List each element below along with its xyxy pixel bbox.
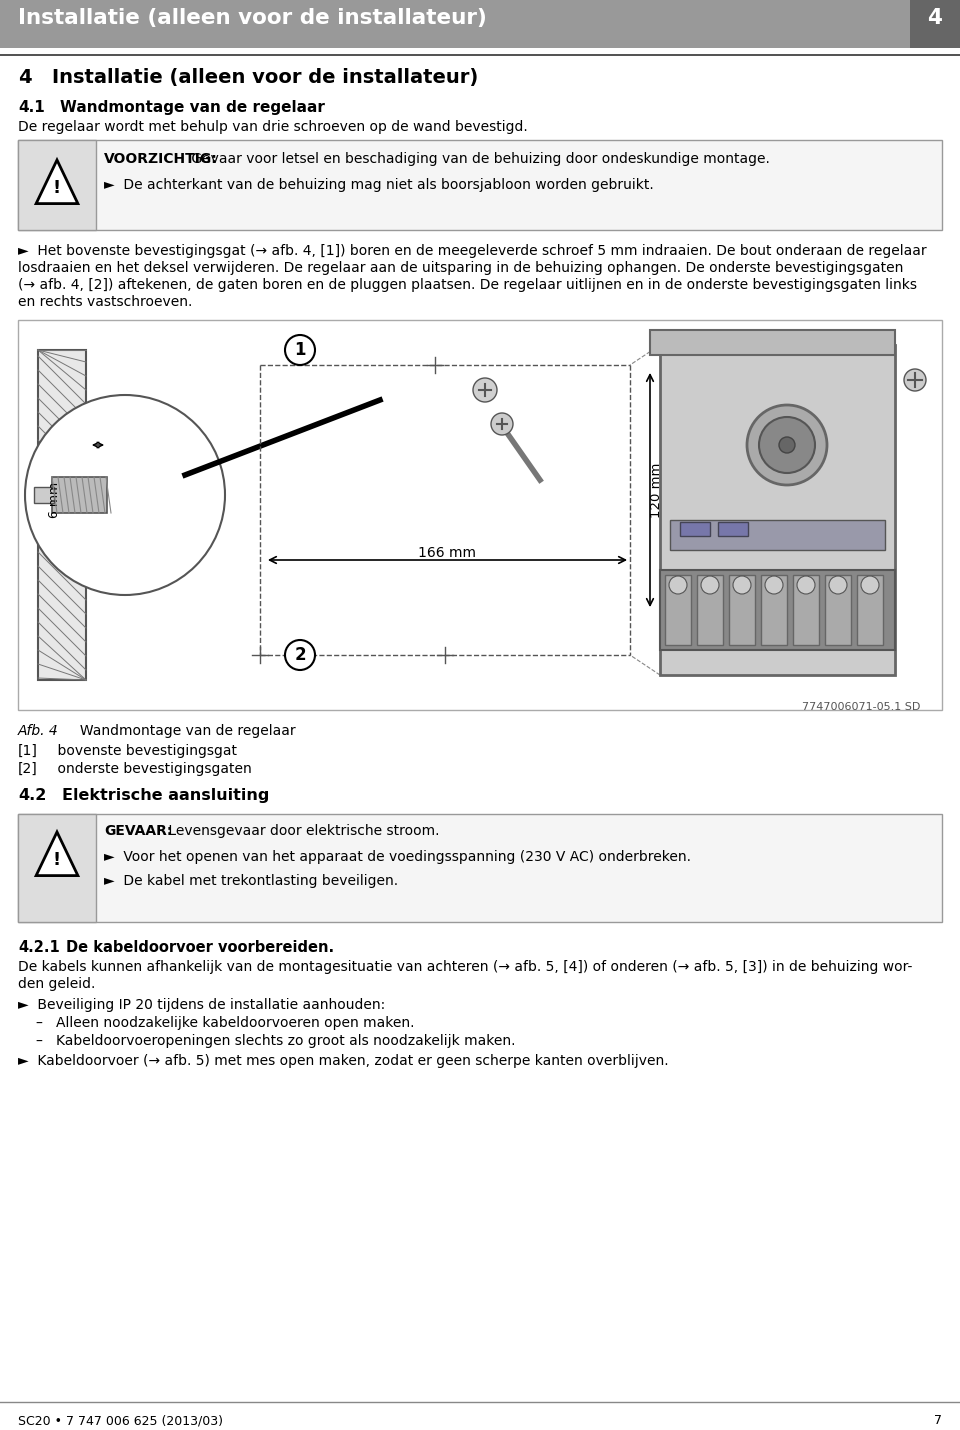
FancyBboxPatch shape <box>660 345 895 675</box>
Text: losdraaien en het deksel verwijderen. De regelaar aan de uitsparing in de behuiz: losdraaien en het deksel verwijderen. De… <box>18 262 903 275</box>
Circle shape <box>759 418 815 473</box>
Text: Wandmontage van de regelaar: Wandmontage van de regelaar <box>58 724 296 738</box>
FancyBboxPatch shape <box>18 320 942 711</box>
FancyBboxPatch shape <box>680 522 710 536</box>
Text: De kabeldoorvoer voorbereiden.: De kabeldoorvoer voorbereiden. <box>66 940 334 955</box>
FancyBboxPatch shape <box>52 478 107 513</box>
Text: 4.1: 4.1 <box>18 100 45 114</box>
Text: –   Kabeldoorvoeropeningen slechts zo groot als noodzakelijk maken.: – Kabeldoorvoeropeningen slechts zo groo… <box>36 1034 516 1048</box>
Text: (→ afb. 4, [2]) aftekenen, de gaten boren en de pluggen plaatsen. De regelaar ui: (→ afb. 4, [2]) aftekenen, de gaten bore… <box>18 277 917 292</box>
Circle shape <box>25 395 225 595</box>
Circle shape <box>797 576 815 593</box>
Text: ►  Beveiliging IP 20 tijdens de installatie aanhouden:: ► Beveiliging IP 20 tijdens de installat… <box>18 998 385 1012</box>
Circle shape <box>491 413 513 435</box>
Text: den geleid.: den geleid. <box>18 977 95 991</box>
Text: Installatie (alleen voor de installateur): Installatie (alleen voor de installateur… <box>52 69 478 87</box>
Text: Installatie (alleen voor de installateur): Installatie (alleen voor de installateur… <box>18 9 487 29</box>
Text: onderste bevestigingsgaten: onderste bevestigingsgaten <box>40 762 252 776</box>
Text: [2]: [2] <box>18 762 37 776</box>
Text: [1]: [1] <box>18 744 37 758</box>
Text: Levensgevaar door elektrische stroom.: Levensgevaar door elektrische stroom. <box>164 824 440 838</box>
Circle shape <box>765 576 783 593</box>
Text: Gevaar voor letsel en beschadiging van de behuizing door ondeskundige montage.: Gevaar voor letsel en beschadiging van d… <box>187 152 770 166</box>
FancyBboxPatch shape <box>761 575 787 645</box>
Circle shape <box>904 369 926 390</box>
Circle shape <box>669 576 687 593</box>
Circle shape <box>473 378 497 402</box>
FancyBboxPatch shape <box>697 575 723 645</box>
Circle shape <box>285 641 315 671</box>
FancyBboxPatch shape <box>18 814 96 922</box>
FancyBboxPatch shape <box>34 488 54 503</box>
Text: bovenste bevestigingsgat: bovenste bevestigingsgat <box>40 744 237 758</box>
Circle shape <box>733 576 751 593</box>
Circle shape <box>701 576 719 593</box>
Text: SC20 • 7 747 006 625 (2013/03): SC20 • 7 747 006 625 (2013/03) <box>18 1414 223 1427</box>
FancyBboxPatch shape <box>38 350 86 681</box>
FancyBboxPatch shape <box>18 814 942 922</box>
FancyBboxPatch shape <box>793 575 819 645</box>
FancyBboxPatch shape <box>650 330 895 355</box>
Text: Afb. 4: Afb. 4 <box>18 724 59 738</box>
Text: De kabels kunnen afhankelijk van de montagesituatie van achteren (→ afb. 5, [4]): De kabels kunnen afhankelijk van de mont… <box>18 960 912 974</box>
Text: –   Alleen noodzakelijke kabeldoorvoeren open maken.: – Alleen noodzakelijke kabeldoorvoeren o… <box>36 1015 415 1030</box>
FancyBboxPatch shape <box>0 0 960 49</box>
Text: Wandmontage van de regelaar: Wandmontage van de regelaar <box>60 100 324 114</box>
Text: Elektrische aansluiting: Elektrische aansluiting <box>62 788 270 804</box>
Text: 4.2.1: 4.2.1 <box>18 940 60 955</box>
Polygon shape <box>36 832 78 875</box>
Polygon shape <box>36 160 78 203</box>
FancyBboxPatch shape <box>18 140 96 230</box>
Text: 1: 1 <box>295 340 305 359</box>
Text: 4: 4 <box>18 69 32 87</box>
FancyBboxPatch shape <box>857 575 883 645</box>
Circle shape <box>747 405 827 485</box>
Text: ►  Kabeldoorvoer (→ afb. 5) met mes open maken, zodat er geen scherpe kanten ove: ► Kabeldoorvoer (→ afb. 5) met mes open … <box>18 1054 668 1068</box>
Text: 7747006071-05.1 SD: 7747006071-05.1 SD <box>802 702 920 712</box>
Text: De regelaar wordt met behulp van drie schroeven op de wand bevestigd.: De regelaar wordt met behulp van drie sc… <box>18 120 528 134</box>
Circle shape <box>779 438 795 453</box>
FancyBboxPatch shape <box>18 140 942 230</box>
Circle shape <box>829 576 847 593</box>
Text: 2: 2 <box>294 646 306 664</box>
FancyBboxPatch shape <box>665 575 691 645</box>
Text: 166 mm: 166 mm <box>418 546 476 561</box>
Text: ►  De achterkant van de behuizing mag niet als boorsjabloon worden gebruikt.: ► De achterkant van de behuizing mag nie… <box>104 177 654 192</box>
Text: !: ! <box>53 851 61 869</box>
Text: !: ! <box>53 179 61 197</box>
Text: ►  Voor het openen van het apparaat de voedingsspanning (230 V AC) onderbreken.: ► Voor het openen van het apparaat de vo… <box>104 849 691 864</box>
Text: 5 mm: 5 mm <box>54 433 90 446</box>
Text: ►  De kabel met trekontlasting beveiligen.: ► De kabel met trekontlasting beveiligen… <box>104 874 398 888</box>
FancyBboxPatch shape <box>670 521 885 551</box>
FancyBboxPatch shape <box>825 575 851 645</box>
FancyBboxPatch shape <box>729 575 755 645</box>
FancyBboxPatch shape <box>660 571 895 651</box>
Text: ►  Het bovenste bevestigingsgat (→ afb. 4, [1]) boren en de meegeleverde schroef: ► Het bovenste bevestigingsgat (→ afb. 4… <box>18 245 926 257</box>
Text: 4: 4 <box>927 9 943 29</box>
Text: VOORZICHTIG:: VOORZICHTIG: <box>104 152 218 166</box>
Circle shape <box>285 335 315 365</box>
Text: 120 mm: 120 mm <box>650 462 662 518</box>
Text: 7: 7 <box>934 1414 942 1427</box>
Text: 6 mm: 6 mm <box>47 482 60 518</box>
Circle shape <box>861 576 879 593</box>
FancyBboxPatch shape <box>718 522 748 536</box>
FancyBboxPatch shape <box>910 0 960 49</box>
Text: GEVAAR:: GEVAAR: <box>104 824 173 838</box>
Text: en rechts vastschroeven.: en rechts vastschroeven. <box>18 295 192 309</box>
Text: 4.2: 4.2 <box>18 788 46 804</box>
